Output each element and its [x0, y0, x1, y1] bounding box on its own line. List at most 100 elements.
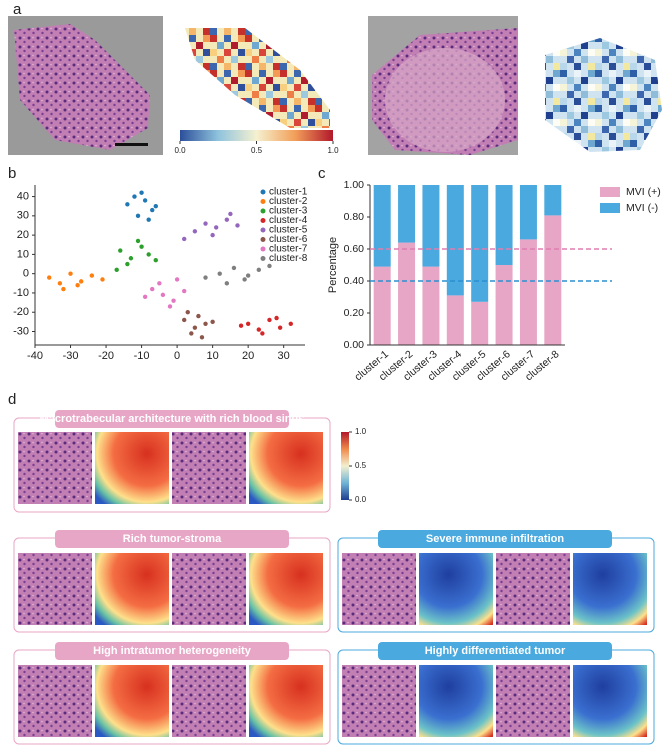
legend-marker: [260, 199, 266, 204]
legend-swatch: [600, 187, 620, 197]
point: [203, 321, 208, 326]
legend-label: cluster-6: [269, 234, 308, 245]
point: [78, 279, 84, 284]
x-tick-label: 30: [278, 350, 290, 362]
panel-label: a: [13, 1, 22, 18]
legend-marker: [260, 246, 266, 252]
y-tick-label: 0.60: [344, 243, 365, 255]
point: [125, 261, 130, 267]
legend-label: cluster-5: [269, 225, 308, 236]
y-tick-label: 40: [17, 190, 29, 202]
heatmap-tile: [419, 553, 493, 625]
point: [47, 275, 52, 280]
heatmap-image: [545, 38, 662, 152]
y-tick-label: -20: [13, 306, 29, 318]
box-title-bg: [378, 530, 612, 548]
panel-label: c: [318, 165, 326, 182]
point: [182, 317, 187, 323]
tick-label: 1.0: [327, 146, 339, 155]
point: [160, 292, 166, 298]
point: [213, 225, 219, 230]
heatmap-tile: [249, 553, 323, 625]
x-tick-label: -40: [27, 350, 43, 362]
y-tick-label: 20: [17, 229, 29, 241]
x-tick-label: -30: [63, 350, 79, 362]
panel-label: b: [8, 165, 16, 182]
bar-segment: [471, 185, 489, 302]
heatmap-tile: [95, 553, 169, 625]
point: [150, 207, 155, 213]
point: [267, 317, 272, 323]
colorbar: [341, 432, 349, 500]
legend-label: cluster-8: [269, 253, 308, 264]
x-tick-label: 20: [242, 350, 254, 362]
point: [231, 265, 237, 271]
y-tick-label: -10: [13, 287, 29, 299]
point: [153, 257, 158, 263]
point: [89, 273, 95, 278]
y-tick-label: 10: [17, 248, 29, 260]
bar-segment: [422, 185, 440, 267]
y-tick-label: 1.00: [344, 179, 365, 191]
panel-label: d: [8, 391, 16, 408]
heatmap-tile: [573, 665, 647, 737]
histology-tile: [172, 553, 246, 625]
point: [139, 190, 144, 195]
point: [267, 263, 272, 269]
histology-tile: [496, 553, 570, 625]
point: [174, 277, 180, 282]
point: [199, 335, 205, 340]
point: [189, 331, 194, 336]
point: [61, 286, 66, 292]
box-title-bg: [55, 642, 289, 660]
box-title: Severe immune infiltration: [426, 533, 564, 545]
y-tick-label: 0.00: [344, 339, 365, 351]
x-tick-label: 0: [174, 350, 180, 362]
point: [135, 238, 141, 244]
bar-segment: [373, 266, 391, 345]
bar-segment: [471, 301, 489, 345]
point: [128, 256, 134, 261]
legend-label: cluster-7: [269, 244, 308, 255]
bar-segment: [422, 266, 440, 345]
legend-marker: [260, 227, 266, 233]
point: [235, 223, 240, 228]
point: [153, 204, 158, 209]
y-tick-label: 0.80: [344, 211, 365, 223]
point: [114, 267, 119, 273]
histology-tile: [18, 665, 92, 737]
heatmap-tile: [95, 665, 169, 737]
point: [68, 271, 73, 276]
point: [224, 217, 230, 222]
heatmap-tile: [249, 432, 323, 504]
point: [135, 213, 141, 219]
bar-segment: [398, 242, 416, 345]
point: [288, 321, 293, 326]
histology-tile: [496, 665, 570, 737]
legend-marker: [260, 256, 266, 261]
bar-segment: [544, 185, 562, 216]
scale-bar: [115, 143, 148, 146]
point: [142, 294, 148, 300]
box-title: Rich tumor-stroma: [123, 533, 222, 545]
bar-segment: [495, 185, 513, 265]
bar-segment: [544, 215, 562, 345]
y-tick-label: 0.40: [344, 275, 365, 287]
point: [100, 277, 105, 282]
histology-tile: [172, 665, 246, 737]
histology-tile: [342, 553, 416, 625]
tissue: [14, 24, 150, 150]
point: [256, 267, 262, 273]
point: [75, 283, 80, 288]
point: [185, 310, 190, 315]
point: [245, 321, 251, 326]
histology-tile: [18, 553, 92, 625]
point: [132, 194, 137, 199]
point: [192, 325, 198, 330]
heatmap-tile: [95, 432, 169, 504]
point: [210, 232, 215, 238]
point: [150, 286, 155, 292]
tick-label: 0.0: [355, 495, 367, 504]
point: [277, 325, 283, 330]
bar-segment: [519, 185, 537, 240]
